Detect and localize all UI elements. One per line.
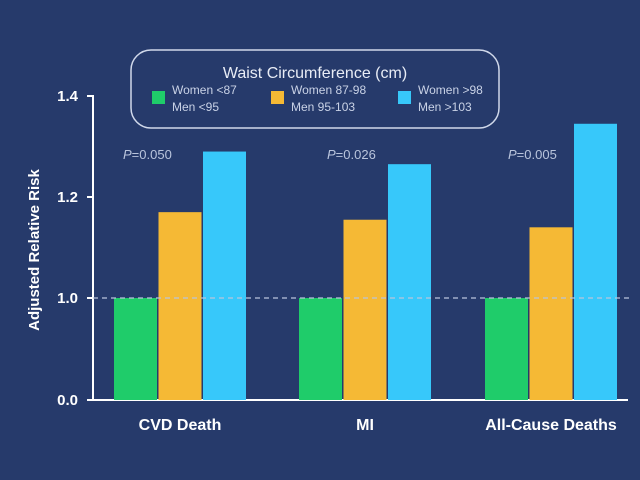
bar <box>158 212 202 400</box>
y-tick-label: 1.0 <box>57 290 78 307</box>
p-value-label: P=0.026 <box>327 147 376 162</box>
legend-box <box>130 49 500 129</box>
legend-label-line2: Men >103 <box>418 100 472 114</box>
legend-label-line1: Women >98 <box>418 83 483 97</box>
p-value-prefix: P <box>123 147 132 162</box>
y-tick-label: 1.2 <box>57 189 78 206</box>
legend-label-line2: Men <95 <box>172 100 219 114</box>
legend-label-line1: Women <87 <box>172 83 237 97</box>
legend-label-line1: Women 87-98 <box>291 83 366 97</box>
category-label: MI <box>356 417 374 434</box>
p-value-prefix: P <box>508 147 517 162</box>
legend: Waist Circumference (cm) Women <87 Men <9… <box>130 49 500 129</box>
bar <box>343 219 387 400</box>
legend-swatch <box>271 91 284 104</box>
p-value-label: P=0.050 <box>123 147 172 162</box>
bar <box>203 151 246 400</box>
bar <box>388 164 431 400</box>
p-value-label: P=0.005 <box>508 147 557 162</box>
legend-swatch <box>398 91 411 104</box>
bar <box>485 298 528 400</box>
legend-title: Waist Circumference (cm) <box>223 65 407 82</box>
y-tick-label: 0.0 <box>57 392 78 409</box>
p-value-number: =0.005 <box>517 147 557 162</box>
category-label: All-Cause Deaths <box>485 417 617 434</box>
p-value-prefix: P <box>327 147 336 162</box>
p-value-number: =0.026 <box>336 147 376 162</box>
bar <box>114 298 157 400</box>
legend-swatch <box>152 91 165 104</box>
legend-label-line2: Men 95-103 <box>291 100 355 114</box>
bar <box>574 123 617 401</box>
y-tick-label: 1.4 <box>57 88 79 105</box>
bar <box>529 227 573 400</box>
category-label: CVD Death <box>139 417 222 434</box>
y-axis-label: Adjusted Relative Risk <box>26 168 43 330</box>
bar <box>299 298 342 400</box>
p-value-number: =0.050 <box>132 147 172 162</box>
